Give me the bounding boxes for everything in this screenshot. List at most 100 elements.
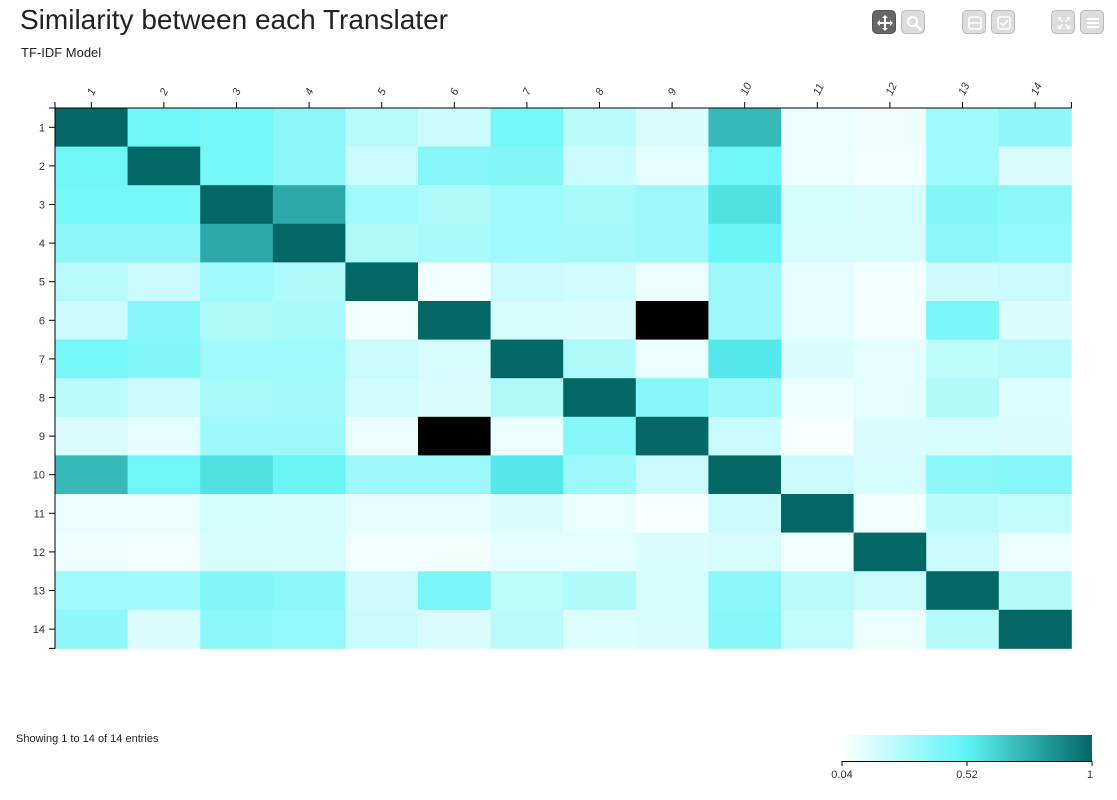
heatmap-cell-8-11[interactable] (781, 378, 854, 418)
heatmap-cell-4-7[interactable] (490, 223, 564, 263)
heatmap-cell-6-9[interactable] (635, 301, 709, 340)
heatmap-cell-5-12[interactable] (853, 262, 927, 302)
heatmap-cell-7-1[interactable] (55, 339, 128, 379)
heatmap-cell-12-11[interactable] (781, 532, 854, 572)
heatmap-cell-2-1[interactable] (55, 146, 128, 186)
heatmap-cell-5-9[interactable] (635, 262, 709, 302)
heatmap-cell-2-11[interactable] (781, 146, 854, 186)
heatmap-cell-13-13[interactable] (926, 571, 1000, 611)
heatmap-cell-14-12[interactable] (853, 609, 927, 649)
heatmap-cell-9-2[interactable] (127, 416, 201, 456)
heatmap-cell-9-1[interactable] (55, 416, 128, 456)
heatmap-cell-1-13[interactable] (926, 108, 1000, 147)
heatmap-cell-9-5[interactable] (345, 416, 419, 456)
heatmap-cell-4-6[interactable] (418, 223, 491, 263)
heatmap-cell-9-3[interactable] (200, 416, 274, 456)
heatmap-cell-13-7[interactable] (490, 571, 564, 611)
heatmap-cell-3-3[interactable] (200, 185, 274, 225)
heatmap-cell-6-1[interactable] (55, 301, 128, 340)
heatmap-cell-12-13[interactable] (926, 532, 1000, 572)
heatmap-cell-8-6[interactable] (418, 378, 491, 418)
heatmap-cell-1-11[interactable] (781, 108, 854, 147)
heatmap-cell-9-9[interactable] (635, 416, 709, 456)
heatmap-cell-9-11[interactable] (781, 416, 854, 456)
heatmap-cell-2-9[interactable] (635, 146, 709, 186)
heatmap-cell-6-7[interactable] (490, 301, 564, 340)
heatmap-cell-5-10[interactable] (708, 262, 782, 302)
fullscreen-button[interactable] (1051, 10, 1075, 34)
heatmap-cell-12-5[interactable] (345, 532, 419, 572)
heatmap-cell-7-7[interactable] (490, 339, 564, 379)
heatmap-cell-2-7[interactable] (490, 146, 564, 186)
heatmap-cell-9-13[interactable] (926, 416, 1000, 456)
heatmap-cell-6-8[interactable] (563, 301, 637, 340)
heatmap-cell-1-14[interactable] (998, 108, 1072, 147)
heatmap-cell-13-14[interactable] (998, 571, 1072, 611)
heatmap-cell-2-3[interactable] (200, 146, 274, 186)
heatmap-cell-5-4[interactable] (272, 262, 346, 302)
heatmap-cell-8-8[interactable] (563, 378, 637, 418)
heatmap-cell-1-2[interactable] (127, 108, 201, 147)
heatmap-cell-6-14[interactable] (998, 301, 1072, 340)
heatmap-cell-11-9[interactable] (635, 494, 709, 533)
heatmap-cell-4-13[interactable] (926, 223, 1000, 263)
heatmap-cell-6-13[interactable] (926, 301, 1000, 340)
heatmap-cell-14-7[interactable] (490, 609, 564, 649)
heatmap-cell-11-8[interactable] (563, 494, 637, 533)
heatmap-cell-11-11[interactable] (781, 494, 854, 533)
heatmap-cell-13-3[interactable] (200, 571, 274, 611)
heatmap-cell-2-12[interactable] (853, 146, 927, 186)
heatmap-cell-3-4[interactable] (272, 185, 346, 225)
heatmap-cell-7-3[interactable] (200, 339, 274, 379)
heatmap-cell-6-11[interactable] (781, 301, 854, 340)
heatmap-cell-11-6[interactable] (418, 494, 491, 533)
heatmap-cell-7-5[interactable] (345, 339, 419, 379)
heatmap-cell-10-5[interactable] (345, 455, 419, 495)
heatmap-cell-7-2[interactable] (127, 339, 201, 379)
heatmap-cell-6-5[interactable] (345, 301, 419, 340)
heatmap-cell-8-13[interactable] (926, 378, 1000, 418)
heatmap-cell-2-8[interactable] (563, 146, 637, 186)
heatmap-cell-1-8[interactable] (563, 108, 637, 147)
heatmap-cell-13-9[interactable] (635, 571, 709, 611)
heatmap-cell-3-9[interactable] (635, 185, 709, 225)
heatmap-cell-5-3[interactable] (200, 262, 274, 302)
row-select-button[interactable] (962, 10, 986, 34)
heatmap-cell-13-8[interactable] (563, 571, 637, 611)
heatmap-cell-8-9[interactable] (635, 378, 709, 418)
zoom-button[interactable] (901, 10, 925, 34)
heatmap-cell-14-14[interactable] (998, 609, 1072, 649)
heatmap-cell-12-1[interactable] (55, 532, 128, 572)
heatmap-cell-2-14[interactable] (998, 146, 1072, 186)
heatmap-cell-2-13[interactable] (926, 146, 1000, 186)
heatmap-cell-14-3[interactable] (200, 609, 274, 649)
heatmap-cell-14-6[interactable] (418, 609, 491, 649)
heatmap-cell-10-10[interactable] (708, 455, 782, 495)
heatmap-cell-12-14[interactable] (998, 532, 1072, 572)
heatmap-cell-12-6[interactable] (418, 532, 491, 572)
heatmap-cell-5-1[interactable] (55, 262, 128, 302)
heatmap-cell-3-1[interactable] (55, 185, 128, 225)
heatmap-cell-11-14[interactable] (998, 494, 1072, 533)
heatmap-cell-13-1[interactable] (55, 571, 128, 611)
heatmap-cell-7-13[interactable] (926, 339, 1000, 379)
heatmap-cell-7-8[interactable] (563, 339, 637, 379)
heatmap-cell-7-14[interactable] (998, 339, 1072, 379)
heatmap-cell-3-14[interactable] (998, 185, 1072, 225)
heatmap-cell-6-3[interactable] (200, 301, 274, 340)
heatmap-cell-11-10[interactable] (708, 494, 782, 533)
heatmap-cell-10-1[interactable] (55, 455, 128, 495)
heatmap-cell-3-7[interactable] (490, 185, 564, 225)
move-button[interactable] (872, 10, 896, 34)
heatmap-cell-14-5[interactable] (345, 609, 419, 649)
heatmap-cell-8-5[interactable] (345, 378, 419, 418)
heatmap-cell-6-10[interactable] (708, 301, 782, 340)
heatmap-cell-8-14[interactable] (998, 378, 1072, 418)
heatmap-cell-1-9[interactable] (635, 108, 709, 147)
heatmap-cell-7-11[interactable] (781, 339, 854, 379)
heatmap-cell-10-3[interactable] (200, 455, 274, 495)
heatmap-cell-6-4[interactable] (272, 301, 346, 340)
heatmap-cell-14-2[interactable] (127, 609, 201, 649)
heatmap-cell-5-6[interactable] (418, 262, 491, 302)
heatmap-cell-8-7[interactable] (490, 378, 564, 418)
